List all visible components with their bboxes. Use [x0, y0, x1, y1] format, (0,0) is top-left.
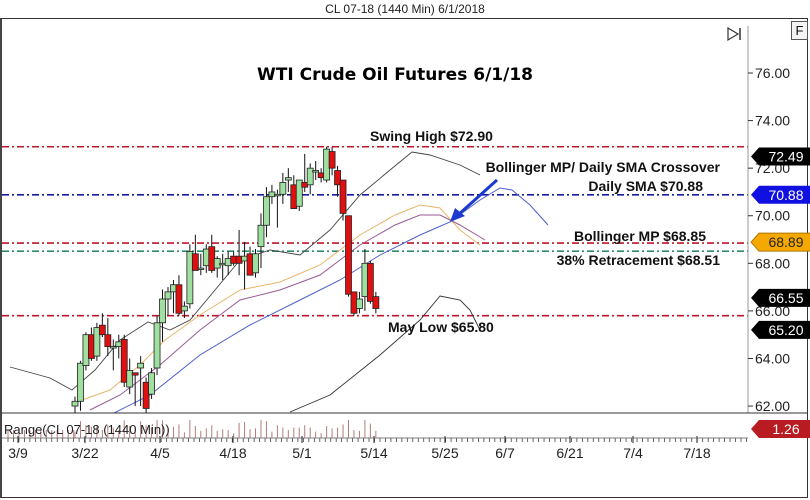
y-tick-label: 70.00 [755, 208, 790, 224]
x-tick-label: 7/4 [623, 445, 643, 461]
price-tag-value: 72.49 [768, 149, 803, 165]
y-tick-label: 76.00 [755, 65, 790, 81]
retracement-label: 38% Retracement $68.51 [557, 252, 721, 268]
x-tick-label: 5/25 [431, 445, 458, 461]
candle [284, 177, 292, 181]
x-tick-label: 3/22 [71, 445, 98, 461]
f-button[interactable]: F [791, 21, 808, 40]
price-tag-value: 66.55 [768, 290, 803, 306]
candle [312, 170, 320, 173]
y-tick-label: 62.00 [755, 398, 790, 414]
candle [263, 196, 270, 226]
y-tick-label: 64.00 [755, 350, 790, 366]
x-tick-label: 3/9 [8, 445, 28, 461]
indicator-label: Range(CL 07-18 (1440 Min)) [4, 422, 170, 437]
price-tag [751, 420, 810, 438]
candle [104, 334, 112, 347]
candle [306, 167, 314, 186]
candle [356, 298, 363, 309]
may-low-label: May Low $65.80 [388, 319, 494, 335]
candle [153, 322, 161, 369]
chart-title: WTI Crude Oil Futures 6/1/18 [257, 65, 533, 85]
candle [334, 170, 341, 186]
candle [109, 346, 117, 349]
x-tick-label: 6/7 [495, 445, 515, 461]
price-tag [751, 185, 810, 204]
crossover-label: Bollinger MP/ Daily SMA Crossover [486, 159, 721, 175]
candle [252, 253, 259, 274]
candle [328, 151, 336, 169]
candle [279, 182, 287, 195]
candle [131, 372, 139, 376]
y-tick-label: 66.00 [755, 303, 790, 319]
x-tick-label: 7/18 [683, 445, 710, 461]
candle [257, 224, 265, 248]
x-tick-label: 6/21 [556, 445, 583, 461]
candle [126, 369, 134, 388]
x-tick-label: 4/5 [150, 445, 170, 461]
candle [191, 253, 199, 271]
candle [273, 193, 281, 197]
price-tag-value: 68.89 [768, 234, 803, 250]
candle [339, 179, 347, 214]
candle [180, 305, 188, 312]
candle [164, 291, 172, 300]
candle [372, 296, 380, 309]
price-tag-value: 70.88 [768, 187, 803, 203]
candle [159, 298, 166, 324]
candle [137, 362, 145, 369]
candle [142, 381, 150, 409]
candle [98, 324, 106, 336]
price-tag-value: 1.26 [772, 421, 799, 437]
bollinger-mp-label: Bollinger MP $68.85 [574, 228, 706, 244]
x-tick-label: 5/1 [292, 445, 312, 461]
daily-sma-label: Daily SMA $70.88 [588, 178, 703, 194]
crossover-arrow [456, 178, 499, 217]
candle [175, 284, 183, 314]
y-tick-label: 68.00 [755, 255, 790, 271]
price-tag [751, 288, 810, 307]
candle [71, 400, 79, 407]
candle [120, 339, 128, 383]
swing-high-label: Swing High $72.90 [370, 128, 493, 144]
window-title: CL 07-18 (1440 Min) 6/1/2018 [325, 2, 485, 16]
skip-to-end-icon[interactable] [726, 26, 742, 42]
candle [345, 215, 352, 295]
price-tag [751, 147, 810, 166]
candle [148, 372, 155, 395]
y-tick-label: 74.00 [755, 113, 790, 129]
candle [186, 251, 194, 305]
candle [366, 262, 374, 302]
candle [93, 327, 101, 357]
price-tag [751, 320, 810, 339]
candle [77, 362, 84, 402]
price-tag [750, 232, 810, 252]
price-tag-value: 65.20 [768, 322, 803, 338]
chart-frame [0, 18, 808, 498]
candle [295, 179, 303, 207]
candle [197, 267, 205, 270]
x-tick-label: 5/14 [360, 445, 387, 461]
x-tick-label: 4/18 [219, 445, 246, 461]
